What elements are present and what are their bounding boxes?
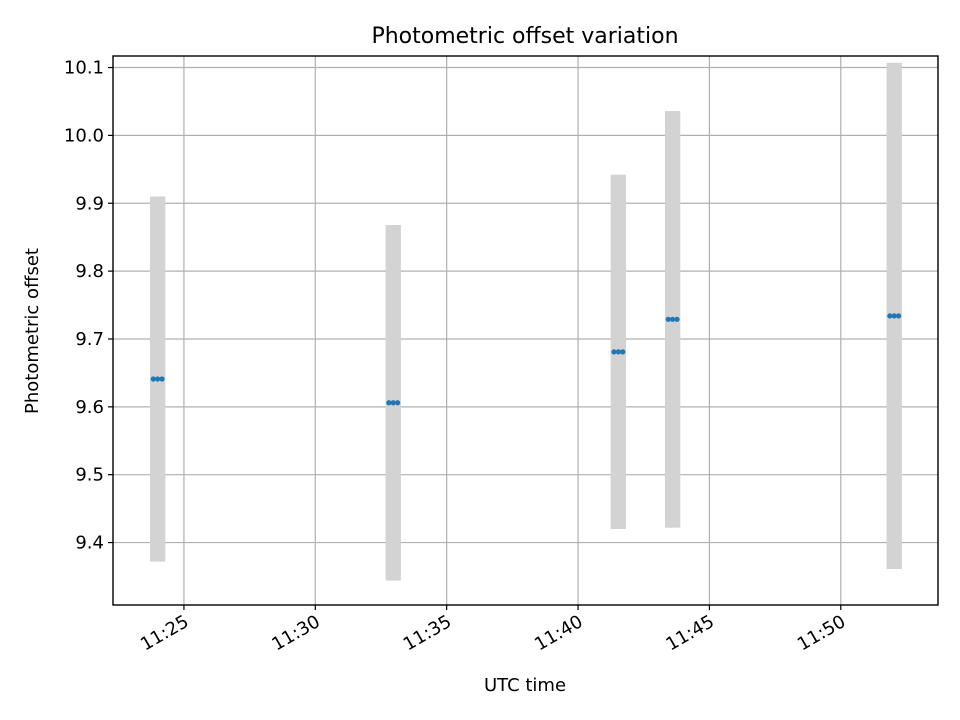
y-tick-label: 9.4 xyxy=(75,533,104,554)
y-tick-label: 10.0 xyxy=(64,125,104,146)
data-point xyxy=(887,313,893,319)
data-point xyxy=(159,376,165,382)
data-point xyxy=(895,313,902,319)
data-point xyxy=(386,400,392,406)
data-point xyxy=(390,400,396,406)
data-point xyxy=(395,400,401,406)
y-tick-label: 9.7 xyxy=(75,329,104,350)
plot-frame xyxy=(112,55,939,606)
data-point xyxy=(155,376,161,382)
point-layer xyxy=(150,313,902,406)
data-point xyxy=(670,316,676,322)
data-point xyxy=(150,376,156,382)
y-tick-label: 10.1 xyxy=(64,58,104,79)
data-point xyxy=(611,349,617,355)
y-tick-label: 9.9 xyxy=(75,193,104,214)
data-point xyxy=(891,313,897,319)
data-point xyxy=(615,349,621,355)
y-tick-label: 9.5 xyxy=(75,465,104,486)
x-axis-label: UTC time xyxy=(484,675,566,696)
y-axis-ticks: 9.4 9.5 9.6 9.7 9.8 9.9 10.0 10.1 xyxy=(64,58,113,554)
y-axis-label: Photometric offset xyxy=(22,248,43,414)
chart-title: Photometric offset variation xyxy=(371,24,678,49)
data-point xyxy=(665,316,671,322)
y-tick-label: 9.8 xyxy=(75,261,104,282)
grid-layer xyxy=(113,56,938,605)
y-tick-label: 9.6 xyxy=(75,397,104,418)
data-point xyxy=(674,316,680,322)
plot-area xyxy=(113,56,938,605)
data-point xyxy=(620,349,626,355)
